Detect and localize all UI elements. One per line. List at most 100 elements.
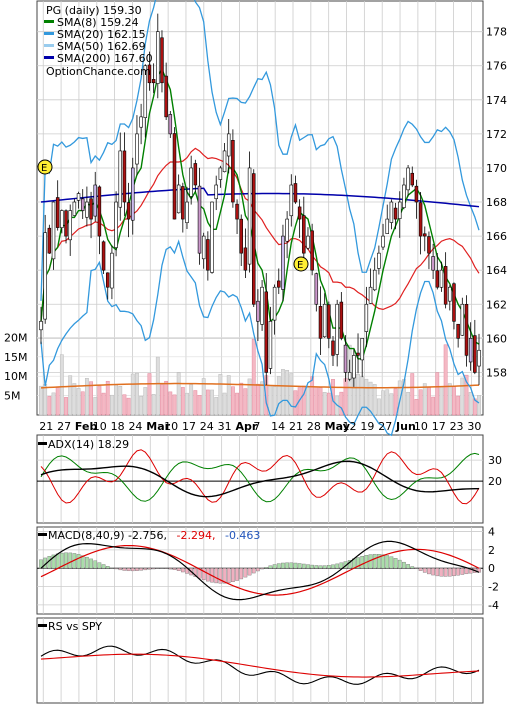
- macd-histogram-bar: [226, 568, 231, 583]
- candle-body: [289, 184, 294, 217]
- candle-body: [414, 185, 419, 203]
- volume-bar: [276, 376, 281, 416]
- bollinger-upper-line: [40, 0, 480, 301]
- macd-histogram-bar: [464, 568, 469, 575]
- volume-bar: [243, 388, 248, 416]
- candle-body: [193, 163, 198, 186]
- candle-body: [206, 239, 210, 271]
- candle-body: [318, 306, 323, 339]
- legend-swatch-sma8: [44, 20, 54, 23]
- minus-di-line: [40, 449, 480, 505]
- macd-histogram-bar: [247, 568, 252, 576]
- volume-bar: [431, 396, 436, 416]
- candle-body: [427, 236, 431, 254]
- macd-histogram-bar: [51, 554, 56, 569]
- candle-body: [68, 210, 72, 241]
- volume-bar: [427, 387, 431, 416]
- candle-body: [264, 291, 269, 373]
- macd-histogram-bar: [180, 568, 185, 573]
- macd-title: MACD(8,40,9) -2.756, -2.294, -0.463: [48, 529, 260, 542]
- volume-bar: [322, 392, 327, 416]
- candle-body: [147, 64, 152, 84]
- candle-body: [222, 150, 227, 173]
- volume-bar: [239, 382, 244, 416]
- volume-bar: [155, 356, 160, 416]
- candle-body: [135, 133, 139, 165]
- macd-histogram-bar: [326, 565, 331, 569]
- candle-body: [201, 235, 206, 260]
- candle-body: [297, 206, 302, 220]
- volume-bar: [84, 378, 89, 416]
- candle-body: [131, 167, 135, 221]
- candle-body: [285, 218, 289, 242]
- macd-histogram-bar: [427, 568, 431, 575]
- volume-bar: [105, 380, 110, 416]
- macd-histogram-bar: [301, 563, 306, 569]
- candle-body: [372, 269, 377, 291]
- x-tick-label: 30: [467, 420, 481, 433]
- candle-body: [105, 272, 110, 288]
- volume-bar: [285, 370, 290, 416]
- volume-tick-label: 20M: [4, 331, 28, 344]
- macd-histogram-bar: [306, 564, 310, 569]
- volume-bar: [281, 369, 285, 416]
- candle-body: [243, 247, 248, 271]
- volume-bar: [318, 387, 323, 416]
- volume-bar: [197, 395, 202, 416]
- volume-bar: [172, 394, 177, 416]
- candle-body: [477, 349, 481, 367]
- volume-bar: [368, 381, 373, 416]
- candle-body: [431, 256, 435, 271]
- volume-bar: [143, 387, 148, 416]
- macd-title-main: MACD(8,40,9) -2.756,: [48, 529, 167, 542]
- legend-title: PG (daily) 159.30: [46, 4, 142, 17]
- macd-histogram-bar: [172, 568, 177, 571]
- volume-bar: [118, 385, 123, 416]
- legend-swatch-sma50: [44, 44, 54, 47]
- macd-histogram-bar: [322, 565, 327, 569]
- candle-body: [197, 185, 202, 254]
- volume-bar: [176, 372, 181, 416]
- macd-histogram-bar: [468, 568, 473, 574]
- candle-body: [239, 218, 243, 254]
- x-tick-label: 28: [307, 420, 321, 433]
- candle-body: [460, 303, 465, 336]
- candle-body: [251, 173, 256, 305]
- price-tick-label: 164: [486, 264, 507, 277]
- candle-body: [156, 31, 160, 84]
- volume-bar: [435, 372, 440, 416]
- macd-histogram-bar: [402, 561, 406, 569]
- volume-bar: [422, 383, 427, 416]
- volume-bar: [180, 387, 185, 416]
- volume-bar: [326, 392, 331, 416]
- x-tick-label: 17: [182, 420, 196, 433]
- volume-bar: [189, 384, 194, 416]
- volume-tick-label: 15M: [4, 351, 28, 364]
- legend-sma8: SMA(8) 159.24: [57, 16, 139, 29]
- volume-bar: [218, 374, 223, 416]
- candle-body: [435, 270, 440, 288]
- adx-tick-label: 30: [488, 454, 502, 467]
- macd-histogram-bar: [339, 562, 344, 569]
- adx-panel-frame: [36, 434, 484, 524]
- price-tick-label: 176: [486, 60, 507, 73]
- volume-bar: [76, 388, 81, 416]
- sma8-line: [40, 67, 480, 360]
- candle-body: [339, 301, 344, 339]
- candle-body: [214, 184, 218, 200]
- candle-body: [256, 300, 260, 322]
- volume-bar: [68, 375, 73, 416]
- price-tick-label: 172: [486, 128, 507, 141]
- macd-histogram-bar: [289, 562, 294, 569]
- macd-histogram-bar: [293, 562, 298, 569]
- macd-histogram-bar: [397, 559, 402, 569]
- volume-bar: [314, 386, 319, 416]
- macd-line: [40, 540, 480, 601]
- volume-bar: [477, 395, 481, 416]
- macd-histogram-bar: [118, 568, 123, 571]
- candle-body: [126, 202, 131, 220]
- volume-bar: [410, 373, 415, 416]
- macd-histogram-bar: [281, 562, 285, 569]
- volume-bar: [47, 396, 52, 416]
